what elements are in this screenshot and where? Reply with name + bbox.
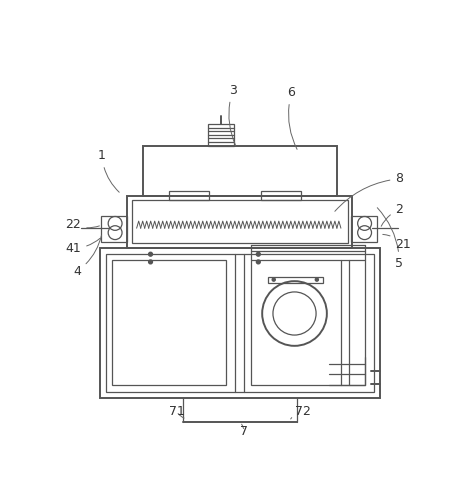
Circle shape <box>272 278 275 281</box>
Bar <box>112 260 226 385</box>
Circle shape <box>256 252 260 256</box>
Text: 4: 4 <box>73 235 102 278</box>
Circle shape <box>149 260 153 264</box>
Text: 3: 3 <box>229 84 237 146</box>
Text: 41: 41 <box>66 239 100 254</box>
Text: 2: 2 <box>381 203 403 226</box>
Bar <box>268 277 323 283</box>
Text: 7: 7 <box>240 424 248 438</box>
Bar <box>207 124 234 146</box>
Bar <box>100 248 380 398</box>
Bar <box>132 200 348 244</box>
Bar <box>351 216 377 242</box>
Bar <box>169 191 209 200</box>
Bar <box>101 216 127 242</box>
Circle shape <box>256 260 260 264</box>
Bar <box>106 254 374 392</box>
Text: 71: 71 <box>168 405 184 418</box>
Bar <box>143 146 337 196</box>
Bar <box>251 260 365 385</box>
Circle shape <box>149 252 153 256</box>
Text: 8: 8 <box>335 172 403 211</box>
Text: 72: 72 <box>291 405 310 419</box>
Text: 1: 1 <box>98 149 119 192</box>
Text: 6: 6 <box>288 86 297 149</box>
Circle shape <box>315 278 318 281</box>
Text: 22: 22 <box>66 218 99 232</box>
Text: 5: 5 <box>377 208 403 270</box>
Bar <box>262 191 301 200</box>
Bar <box>127 196 352 248</box>
Text: 21: 21 <box>383 234 411 250</box>
